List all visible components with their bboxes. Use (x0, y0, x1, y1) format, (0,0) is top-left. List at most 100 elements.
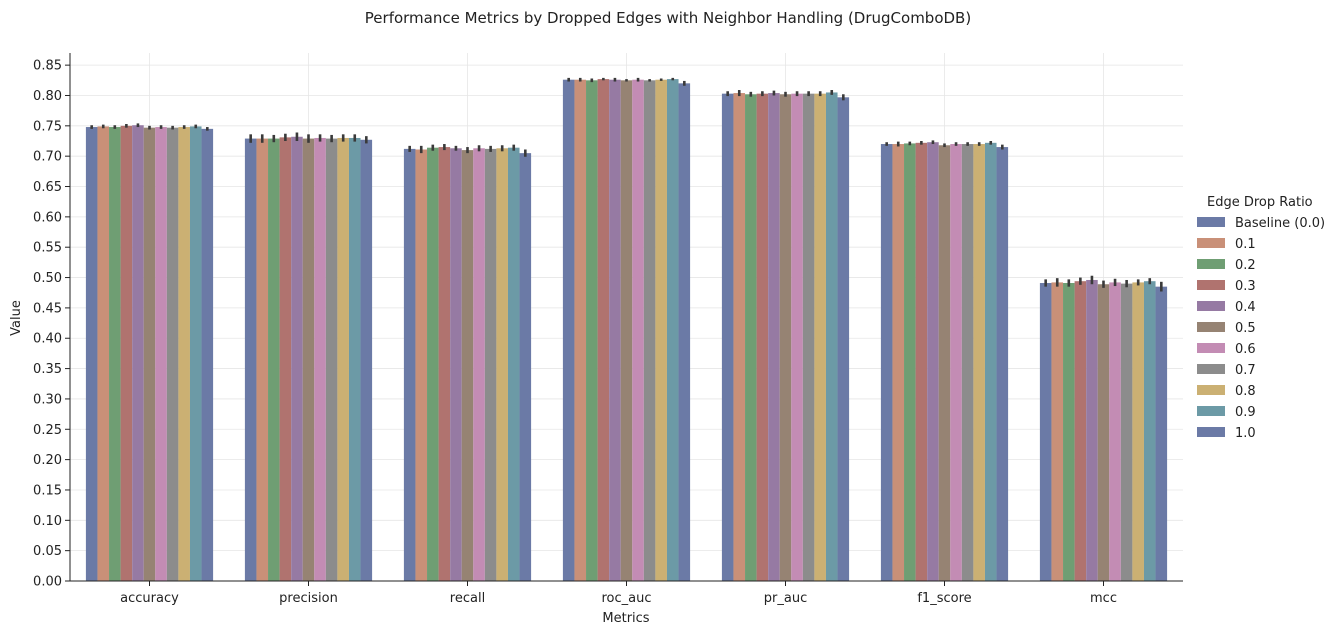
legend-swatch-0.2 (1197, 259, 1225, 269)
bar-pr_auc-0.3 (756, 93, 769, 581)
legend-swatch-0.6 (1197, 343, 1225, 353)
y-tick-label: 0.20 (33, 453, 62, 468)
legend-label: 0.5 (1235, 321, 1256, 336)
y-tick-label: 0.15 (33, 483, 62, 498)
bar-f1_score-0.1 (892, 144, 905, 581)
legend-swatch-0.4 (1197, 301, 1225, 311)
legend-label: 0.1 (1235, 237, 1256, 252)
y-tick-label: 0.50 (33, 271, 62, 286)
bar-accuracy-0.1 (97, 126, 110, 582)
y-tick-label: 0.65 (33, 180, 62, 195)
bar-accuracy-0.5 (143, 127, 156, 581)
bar-precision-0.9 (348, 137, 361, 581)
y-tick-label: 0.35 (33, 362, 62, 377)
legend-swatch-0.5 (1197, 322, 1225, 332)
bar-recall-0.6 (473, 148, 485, 581)
bar-pr_auc-0.1 (733, 93, 746, 581)
bar-precision-0.6 (314, 137, 326, 581)
bar-precision-1.0 (360, 139, 373, 582)
y-tick-label: 0.75 (33, 119, 62, 134)
legend-label: 0.3 (1235, 279, 1256, 294)
y-tick-label: 0.85 (33, 59, 62, 74)
axes: 0.00 0.05 0.10 0.15 0.20 0.25 0.30 0.35 0.40 0.45… (33, 53, 1183, 606)
legend-swatch-0.8 (1197, 385, 1225, 395)
bar-accuracy-0.3 (120, 125, 133, 582)
bar-recall-0.9 (507, 147, 520, 582)
bar-f1_score-0.4 (927, 142, 939, 581)
bar-precision-0.2 (268, 138, 280, 581)
bar-roc_auc-0.1 (574, 79, 587, 582)
x-tick-label-pr_auc: pr_auc (764, 591, 807, 606)
y-tick-label: 0.60 (33, 210, 62, 225)
bar-roc_auc-0.4 (609, 79, 621, 582)
y-tick-label: 0.40 (33, 332, 62, 347)
y-tick-label: 0.45 (33, 301, 62, 316)
bar-f1_score-0.6 (950, 144, 962, 581)
bar-roc_auc-0.8 (655, 79, 667, 582)
legend-label: 0.9 (1235, 405, 1256, 420)
bar-recall-0.7 (484, 148, 497, 581)
bar-mcc-0.1 (1051, 282, 1064, 581)
bar-recall-0.2 (427, 147, 439, 582)
bar-accuracy-Baseline (0.0) (85, 127, 98, 581)
bar-mcc-0.5 (1097, 284, 1110, 581)
bar-mcc-0.3 (1074, 281, 1087, 581)
x-tick-label-mcc: mcc (1090, 591, 1117, 606)
bar-roc_auc-0.6 (632, 79, 644, 582)
y-tick-label: 0.55 (33, 241, 62, 256)
bar-mcc-0.7 (1120, 283, 1133, 581)
bar-accuracy-0.8 (178, 127, 190, 581)
bar-pr_auc-0.4 (768, 93, 780, 581)
bar-f1_score-0.2 (904, 143, 916, 581)
bar-precision-Baseline (0.0) (244, 138, 257, 581)
legend-label: 0.8 (1235, 384, 1256, 399)
bar-accuracy-0.6 (155, 127, 167, 581)
bar-recall-Baseline (0.0) (403, 148, 416, 581)
bar-recall-0.3 (438, 147, 451, 581)
y-axis-label: Value (9, 300, 24, 336)
bar-recall-1.0 (519, 153, 532, 581)
x-tick-label-recall: recall (450, 591, 485, 606)
bar-accuracy-0.7 (166, 127, 179, 581)
bar-f1_score-0.9 (984, 142, 997, 582)
x-tick-label-f1_score: f1_score (917, 591, 971, 606)
bar-pr_auc-0.6 (791, 93, 803, 581)
legend-label: 0.7 (1235, 363, 1256, 378)
bar-roc_auc-Baseline (0.0) (562, 79, 575, 582)
bar-precision-0.1 (256, 138, 269, 581)
bar-recall-0.8 (496, 148, 508, 581)
x-tick-label-precision: precision (279, 591, 338, 606)
y-tick-label: 0.30 (33, 392, 62, 407)
bar-pr_auc-0.7 (802, 93, 815, 581)
bar-f1_score-0.7 (961, 144, 974, 581)
bar-pr_auc-0.2 (745, 94, 757, 581)
bar-mcc-0.2 (1063, 283, 1075, 581)
bar-pr_auc-0.8 (814, 93, 826, 581)
bar-mcc-Baseline (0.0) (1039, 283, 1052, 581)
y-tick-label: 0.25 (33, 423, 62, 438)
y-tick-label: 0.80 (33, 89, 62, 104)
legend-swatch-0.1 (1197, 238, 1225, 248)
bar-precision-0.3 (279, 137, 292, 581)
bar-f1_score-Baseline (0.0) (880, 144, 893, 581)
bar-pr_auc-0.5 (779, 94, 792, 581)
legend-swatch-Baseline (0.0) (1197, 217, 1225, 227)
legend: Edge Drop Ratio Baseline (0.0) 0.1 0.2 0.3 0… (1197, 195, 1325, 441)
chart-title: Performance Metrics by Dropped Edges wit… (365, 9, 971, 27)
bar-accuracy-0.4 (132, 125, 144, 581)
legend-swatch-0.3 (1197, 280, 1225, 290)
bar-accuracy-0.2 (109, 127, 121, 581)
bar-pr_auc-1.0 (837, 97, 850, 581)
legend-swatch-1.0 (1197, 427, 1225, 437)
legend-swatch-0.7 (1197, 364, 1225, 374)
x-tick-label-roc_auc: roc_auc (601, 591, 651, 606)
bar-precision-0.8 (337, 137, 349, 581)
bar-mcc-0.4 (1086, 279, 1098, 581)
x-tick-label-accuracy: accuracy (120, 591, 179, 606)
bar-roc_auc-1.0 (678, 83, 691, 582)
bar-recall-0.1 (415, 149, 428, 581)
bar-mcc-0.6 (1109, 282, 1121, 581)
legend-label: 0.2 (1235, 258, 1256, 273)
bar-mcc-1.0 (1155, 286, 1168, 581)
